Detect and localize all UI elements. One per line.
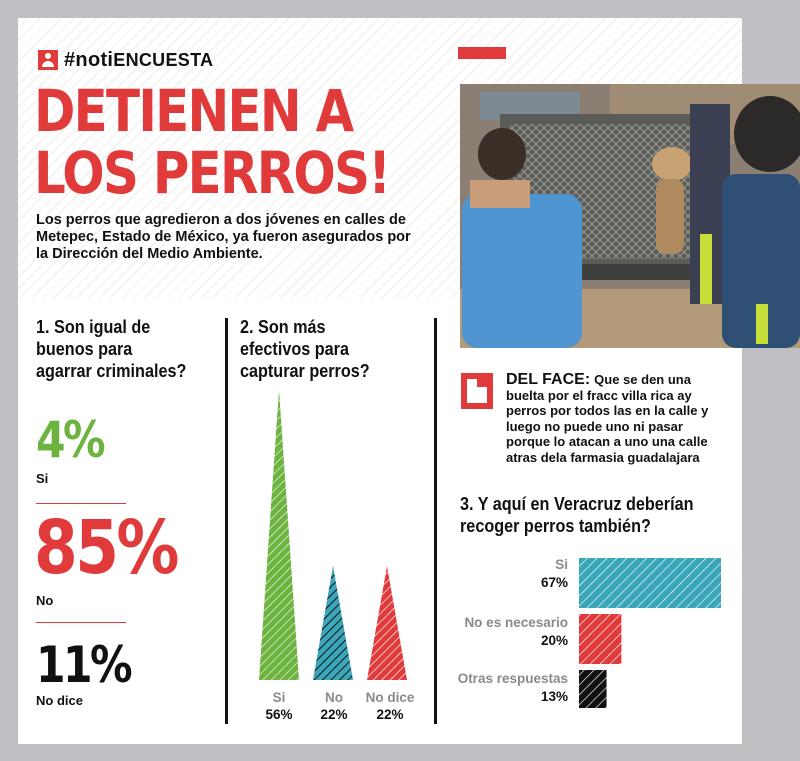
comment-icon: [461, 373, 493, 409]
q1-label-nodice: No dice: [36, 693, 83, 708]
q2-label-no: No: [325, 690, 343, 705]
user-icon: [38, 50, 58, 70]
q1-divider-1: [36, 503, 126, 504]
column-divider-1: [225, 318, 228, 724]
q3-bar-si: [579, 558, 721, 608]
q2-label-si: Si: [272, 690, 286, 705]
q1-label-no: No: [36, 593, 54, 608]
q3-value-otras: 13%: [540, 689, 568, 704]
face-comment: DEL FACE: Que se den una buelta por el fr…: [506, 372, 721, 465]
q2-triangle-chart: [259, 390, 407, 680]
q2-triangle-no: [313, 566, 353, 680]
q2-triangle-si: [259, 390, 299, 680]
accent-bar: [458, 47, 506, 59]
brand-section: ENCUESTA: [113, 49, 214, 70]
q2-triangle-nodice: [367, 566, 407, 680]
q3-bar-otras: [579, 670, 607, 708]
brand-hashtag: #noti: [64, 48, 114, 71]
subhead: Los perros que agredieron a dos jóvenes …: [36, 212, 411, 262]
photo-illustration: [460, 84, 800, 348]
news-photo: [460, 84, 800, 348]
headline: DETIENEN A LOS PERROS!: [34, 77, 391, 207]
q3-title: 3. Y aquí en Veracruz deberían recoger p…: [460, 494, 694, 536]
q3-value-noesnecesario: 20%: [540, 633, 568, 648]
q3-bar-chart: [579, 558, 721, 708]
q2-value-nodice: 22%: [376, 707, 404, 722]
column-divider-2: [434, 318, 437, 724]
q1-pct-nodice: 11%: [36, 636, 133, 694]
brand-header: #notiENCUESTA: [38, 48, 213, 72]
q3-label-si: Si: [555, 557, 568, 572]
q1-divider-2: [36, 622, 126, 623]
q3-value-si: 67%: [540, 575, 568, 590]
q1-pct-no: 85%: [34, 505, 179, 591]
q2-value-no: 22%: [320, 707, 348, 722]
q1-label-si: Si: [36, 471, 49, 486]
q3-label-otras: Otras respuestas: [457, 671, 568, 686]
q1-title: 1. Son igual de buenos para agarrar crim…: [36, 317, 187, 381]
q2-value-si: 56%: [265, 707, 293, 722]
q2-title: 2. Son más efectivos para capturar perro…: [240, 317, 370, 381]
q3-label-noesnecesario: No es necesario: [464, 615, 568, 630]
face-body: Que se den una buelta por el fracc villa…: [506, 372, 709, 465]
face-lead: DEL FACE:: [506, 371, 591, 388]
q2-label-nodice: No dice: [365, 690, 415, 705]
q3-bar-noesnecesario: [579, 614, 622, 664]
q1-pct-si: 4%: [36, 411, 106, 469]
